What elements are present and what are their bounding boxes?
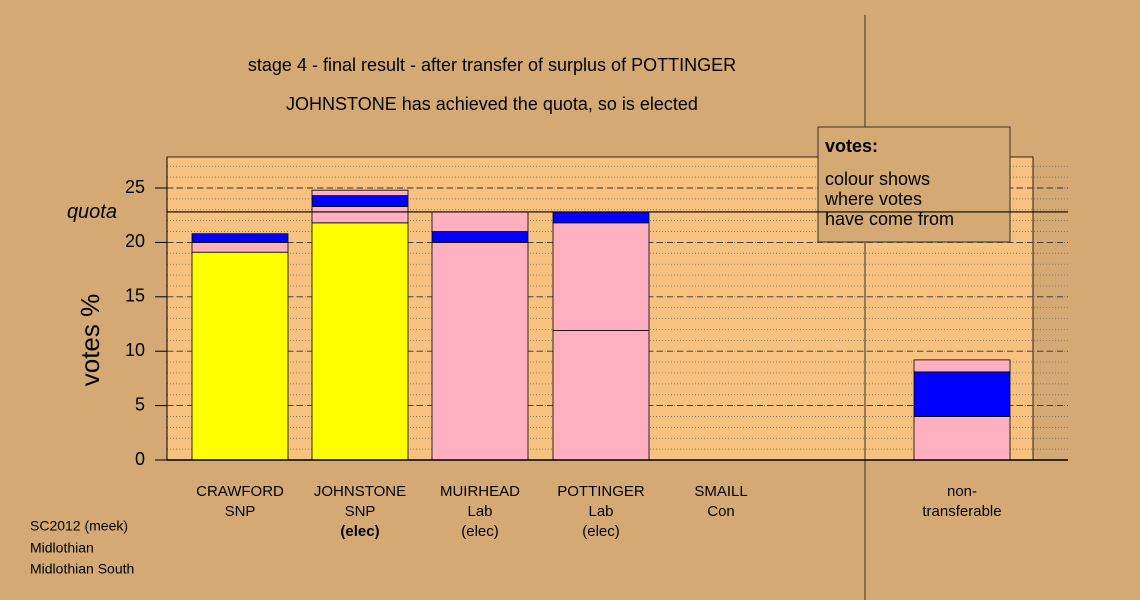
x-tick-label: (elec) xyxy=(461,523,499,540)
bar-segment xyxy=(431,231,529,243)
bar-segment xyxy=(913,416,1011,461)
footer-text: Midlothian South xyxy=(30,561,134,577)
bar-segment xyxy=(311,222,409,461)
x-tick-label: POTTINGER xyxy=(557,483,645,500)
bar-segment xyxy=(431,242,529,461)
y-tick-label: 0 xyxy=(135,449,145,469)
chart-subtitle: JOHNSTONE has achieved the quota, so is … xyxy=(286,94,698,114)
bar-segment xyxy=(311,195,409,207)
bar-segment xyxy=(552,330,650,461)
x-tick-label: JOHNSTONE xyxy=(314,483,406,500)
x-tick-label: CRAWFORD xyxy=(196,483,284,500)
y-axis-label: votes % xyxy=(75,294,105,387)
footer-text: Midlothian xyxy=(30,540,94,556)
chart-title: stage 4 - final result - after transfer … xyxy=(248,55,736,75)
x-tick-label: SMAILL xyxy=(694,483,747,500)
x-tick-label: Lab xyxy=(467,503,492,520)
bar-segment xyxy=(913,371,1011,417)
x-tick-label: non- xyxy=(947,483,977,500)
x-tick-label: (elec) xyxy=(582,523,620,540)
legend-text: have come from xyxy=(825,209,954,229)
bar-segment xyxy=(191,251,289,461)
x-tick-label: (elec) xyxy=(340,523,379,540)
bar-segment xyxy=(191,233,289,243)
bar-segment xyxy=(191,242,289,253)
legend-box xyxy=(817,126,1011,243)
legend-title: votes: xyxy=(825,136,878,156)
bar-segment xyxy=(431,211,529,232)
legend-text: where votes xyxy=(824,189,922,209)
x-tick-label: MUIRHEAD xyxy=(440,483,520,500)
bar-segment xyxy=(311,206,409,224)
x-tick-label: SNP xyxy=(345,503,376,520)
y-tick-label: 25 xyxy=(125,177,145,197)
bar-segment xyxy=(552,222,650,331)
y-tick-label: 15 xyxy=(125,286,145,306)
bar-segment xyxy=(552,211,650,224)
y-tick-label: 5 xyxy=(135,394,145,414)
y-tick-label: 10 xyxy=(125,340,145,360)
legend-text: colour shows xyxy=(825,169,930,189)
x-tick-label: transferable xyxy=(922,503,1001,520)
y-tick-label: 20 xyxy=(125,231,145,251)
x-tick-label: SNP xyxy=(225,503,256,520)
bar-segment xyxy=(913,359,1011,373)
x-tick-label: Lab xyxy=(588,503,613,520)
quota-label: quota xyxy=(67,201,117,223)
x-tick-label: Con xyxy=(707,503,735,520)
bar-segment xyxy=(311,189,409,197)
footer-text: SC2012 (meek) xyxy=(30,518,128,534)
